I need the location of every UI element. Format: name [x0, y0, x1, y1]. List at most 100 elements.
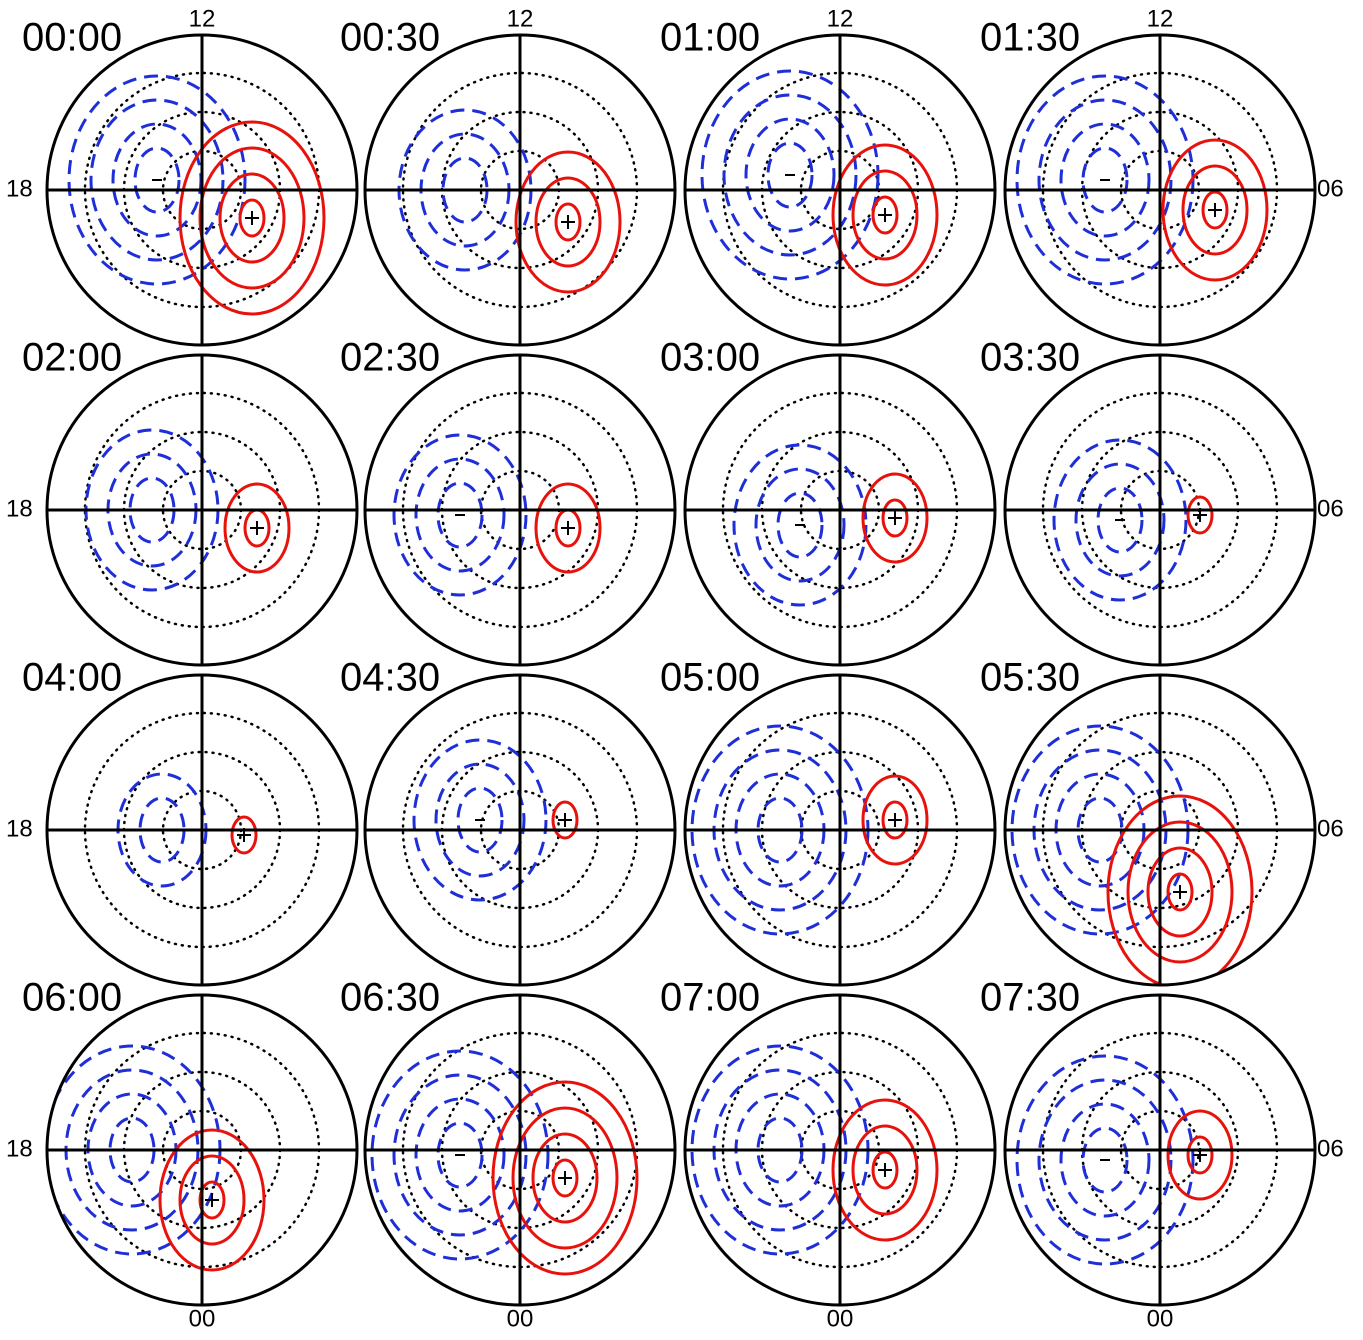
panel-border — [1003, 33, 1317, 347]
panel-border — [45, 673, 359, 987]
panel-title: 05:00 — [660, 656, 760, 700]
panel-border — [45, 353, 359, 667]
panel-title: 02:00 — [22, 336, 122, 380]
panel-title: 06:30 — [340, 976, 440, 1020]
negative-contour — [434, 762, 526, 878]
positive-contour — [158, 1128, 266, 1272]
negative-contour — [67, 74, 247, 286]
panel-title: 01:00 — [660, 16, 760, 60]
positive-contour — [514, 150, 622, 294]
positive-contour — [1181, 164, 1249, 256]
positive-contour — [223, 482, 291, 574]
right-label: 06 — [1317, 1135, 1344, 1162]
panel-title: 04:00 — [22, 656, 122, 700]
positive-contour — [534, 482, 602, 574]
positive-contour — [1166, 1109, 1234, 1201]
bottom-label: 00 — [507, 1305, 534, 1332]
panel-border — [363, 353, 677, 667]
negative-contour — [456, 786, 504, 854]
positive-contour — [1161, 138, 1269, 282]
positive-contour — [851, 1124, 919, 1216]
max-marker — [245, 211, 259, 225]
panel-border — [683, 353, 997, 667]
positive-contour — [851, 169, 919, 261]
positive-contour — [230, 815, 258, 855]
negative-contour — [1096, 486, 1144, 554]
positive-contour — [831, 1098, 939, 1242]
panel-title: 03:00 — [660, 336, 760, 380]
panel-title: 00:30 — [340, 16, 440, 60]
negative-contour — [1037, 98, 1173, 262]
max-marker — [1193, 508, 1207, 522]
panel-border — [1003, 673, 1317, 987]
right-label: 06 — [1317, 495, 1344, 522]
negative-contour — [370, 1049, 550, 1261]
negative-contour — [1052, 438, 1188, 602]
panel — [67, 71, 326, 316]
positive-contour — [1186, 495, 1214, 535]
positive-contour — [534, 176, 602, 268]
negative-contour — [392, 1073, 528, 1237]
positive-contour — [178, 1154, 246, 1246]
positive-contour — [551, 1158, 579, 1198]
max-marker — [1173, 885, 1187, 899]
max-marker — [558, 1171, 572, 1185]
positive-contour — [861, 774, 929, 866]
left-label: 18 — [6, 175, 33, 202]
negative-contour — [436, 481, 484, 549]
panel-border — [363, 33, 677, 347]
max-marker — [888, 813, 902, 827]
right-label: 06 — [1317, 175, 1344, 202]
left-label: 18 — [6, 815, 33, 842]
negative-contour — [89, 98, 225, 262]
positive-contour — [1186, 1135, 1214, 1175]
negative-contour — [754, 467, 846, 583]
top-label: 12 — [827, 5, 854, 32]
positive-contour — [861, 472, 929, 564]
top-label: 12 — [507, 5, 534, 32]
positive-contour — [1146, 846, 1214, 938]
negative-contour — [392, 433, 528, 597]
max-marker — [561, 521, 575, 535]
max-marker — [888, 511, 902, 525]
negative-contour — [1037, 1078, 1173, 1242]
panel-title: 07:00 — [660, 976, 760, 1020]
positive-contour — [1126, 820, 1234, 964]
bottom-label: 00 — [1147, 1305, 1174, 1332]
negative-contour — [776, 491, 824, 559]
top-label: 12 — [189, 5, 216, 32]
positive-contour — [218, 172, 286, 264]
bottom-label: 00 — [189, 1305, 216, 1332]
max-marker — [558, 813, 572, 827]
negative-contour — [414, 457, 506, 573]
negative-contour — [1015, 1054, 1195, 1266]
panel — [1010, 711, 1279, 985]
positive-contour — [1201, 190, 1229, 230]
panel — [370, 1031, 639, 1276]
positive-contour — [198, 1180, 226, 1220]
positive-contour — [178, 120, 326, 316]
negative-contour — [414, 1097, 506, 1213]
positive-contour — [1106, 794, 1254, 985]
negative-contour — [1059, 122, 1151, 238]
positive-contour — [554, 202, 582, 242]
negative-contour — [436, 1121, 484, 1189]
panel-title: 01:30 — [980, 16, 1080, 60]
negative-contour — [1074, 462, 1166, 578]
positive-contour — [881, 498, 909, 538]
negative-contour — [722, 93, 858, 257]
max-marker — [1193, 1148, 1207, 1162]
panel-border — [1003, 993, 1317, 1307]
positive-contour — [871, 1150, 899, 1190]
panel-border — [45, 993, 359, 1307]
max-marker — [561, 215, 575, 229]
max-marker — [1208, 203, 1222, 217]
negative-contour — [732, 443, 868, 607]
positive-contour — [511, 1106, 619, 1250]
negative-contour — [133, 146, 181, 214]
right-label: 06 — [1317, 815, 1344, 842]
positive-contour — [1166, 872, 1194, 912]
positive-contour — [881, 800, 909, 840]
